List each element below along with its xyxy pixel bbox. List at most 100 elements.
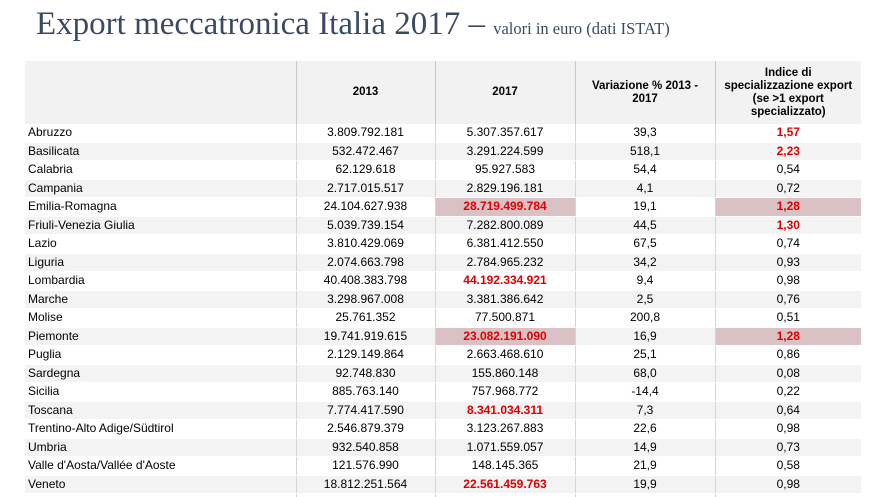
cell-2013: 24.104.627.938 (296, 197, 436, 217)
cell-index: 0,98 (715, 271, 861, 291)
cell-2017: 95.927.583 (435, 160, 576, 180)
cell-2017: 2.784.965.232 (435, 253, 576, 272)
cell-2013: 2.129.149.864 (296, 345, 436, 365)
cell-2013: 5.039.739.154 (296, 216, 436, 235)
cell-region: Marche (25, 290, 297, 309)
cell-2013: 2.074.663.798 (296, 253, 436, 272)
slide-title-main: Export meccatronica Italia 2017 – (36, 6, 494, 42)
cell-2017: 5.307.357.617 (435, 124, 576, 143)
cell-index: 0,72 (715, 179, 861, 198)
table-header-row: 2013 2017 Variazione % 2013 - 2017 Indic… (25, 61, 861, 124)
cell-index: 1,57 (715, 124, 861, 143)
cell-variation: 4,1 (575, 179, 716, 198)
cell-index: 0,22 (715, 382, 861, 402)
cell-2017: 3.381.386.642 (435, 290, 576, 309)
cell-index: 0,54 (715, 160, 861, 180)
cell-2017: 2.829.196.181 (435, 179, 576, 198)
cell-2013: 3.298.967.008 (296, 290, 436, 309)
cell-2017: 44.192.334.921 (435, 271, 576, 291)
cell-region: Lazio (25, 234, 297, 254)
cell-2017: 757.968.772 (435, 382, 576, 402)
cell-region: Puglia (25, 345, 297, 365)
cell-index: 0,86 (715, 345, 861, 365)
cell-variation: 200,8 (575, 308, 716, 328)
cell-region: ITALIA (25, 493, 297, 497)
cell-index: 0,93 (715, 253, 861, 272)
cell-region: Campania (25, 179, 297, 198)
table-row: Abruzzo 3.809.792.181 5.307.357.617 39,3 1,5… (25, 124, 861, 143)
cell-variation: 518,1 (575, 142, 716, 161)
cell-2017: 148.145.365 (435, 456, 576, 476)
cell-variation: 14,9 (575, 438, 716, 457)
cell-2013: 3.810.429.069 (296, 234, 436, 254)
cell-variation: -14,4 (575, 382, 716, 402)
cell-2013: 3.809.792.181 (296, 124, 436, 143)
cell-2017: 77.500.871 (435, 308, 576, 328)
export-table: 2013 2017 Variazione % 2013 - 2017 Indic… (25, 61, 861, 497)
cell-2013: 138.921.229.730 (296, 493, 436, 497)
cell-index: 0,73 (715, 438, 861, 457)
table-row: ITALIA138.921.229.730166.248.561.06819,7… (25, 493, 861, 497)
cell-region: Trentino-Alto Adige/Südtirol (25, 419, 297, 439)
cell-2013: 2.717.015.517 (296, 179, 436, 198)
cell-2017: 2.663.468.610 (435, 345, 576, 365)
cell-region: Calabria (25, 160, 297, 180)
cell-index: 0,76 (715, 290, 861, 309)
cell-2013: 40.408.383.798 (296, 271, 436, 291)
cell-2017: 166.248.561.068 (435, 493, 576, 497)
export-table-container: 2013 2017 Variazione % 2013 - 2017 Indic… (25, 61, 861, 497)
cell-variation: 16,9 (575, 327, 716, 346)
cell-region: Abruzzo (25, 124, 297, 143)
cell-index: 1,30 (715, 216, 861, 235)
slide-title-subtitle: valori in euro (dati ISTAT) (493, 19, 670, 38)
header-variation: Variazione % 2013 - 2017 (575, 61, 716, 124)
cell-index: 0,51 (715, 308, 861, 328)
cell-region: Veneto (25, 475, 297, 494)
table-row: Marche 3.298.967.008 3.381.386.642 2,5 0,76 (25, 290, 861, 309)
cell-2013: 18.812.251.564 (296, 475, 436, 494)
cell-variation: 7,3 (575, 401, 716, 420)
cell-index: 1,28 (715, 327, 861, 346)
cell-2013: 932.540.858 (296, 438, 436, 457)
table-row: Sicilia 885.763.140 757.968.772 -14,4 0,22 (25, 382, 861, 402)
cell-region: Molise (25, 308, 297, 328)
cell-index: 2,23 (715, 142, 861, 161)
cell-variation: 19,1 (575, 197, 716, 217)
cell-index: 0,98 (715, 419, 861, 439)
cell-region: Emilia-Romagna (25, 197, 297, 217)
cell-region: Umbria (25, 438, 297, 457)
cell-variation: 25,1 (575, 345, 716, 365)
cell-variation: 19,7 (575, 493, 716, 497)
cell-region: Basilicata (25, 142, 297, 161)
cell-variation: 39,3 (575, 124, 716, 143)
cell-2013: 2.546.879.379 (296, 419, 436, 439)
cell-2017: 3.291.224.599 (435, 142, 576, 161)
table-row: Campania 2.717.015.517 2.829.196.181 4,1 0,7… (25, 179, 861, 198)
cell-variation: 2,5 (575, 290, 716, 309)
cell-2017: 1.071.559.057 (435, 438, 576, 457)
cell-index: 1,00 (715, 493, 861, 497)
cell-region: Valle d'Aosta/Vallée d'Aoste (25, 456, 297, 476)
cell-index: 0,58 (715, 456, 861, 476)
cell-2017: 22.561.459.763 (435, 475, 576, 494)
table-row: Puglia 2.129.149.864 2.663.468.610 25,1 0,86 (25, 345, 861, 365)
slide-title: Export meccatronica Italia 2017 – valori… (36, 6, 886, 43)
cell-2013: 121.576.990 (296, 456, 436, 476)
cell-variation: 19,9 (575, 475, 716, 494)
cell-variation: 21,9 (575, 456, 716, 476)
table-row: Veneto 18.812.251.564 22.561.459.763 19,9 0,… (25, 475, 861, 494)
cell-region: Piemonte (25, 327, 297, 346)
cell-region: Toscana (25, 401, 297, 420)
table-row: Friuli-Venezia Giulia 5.039.739.154 7.282.… (25, 216, 861, 235)
cell-2017: 23.082.191.090 (435, 327, 576, 346)
cell-2017: 28.719.499.784 (435, 197, 576, 217)
cell-2013: 532.472.467 (296, 142, 436, 161)
cell-variation: 34,2 (575, 253, 716, 272)
cell-region: Sicilia (25, 382, 297, 402)
table-row: Sardegna 92.748.830 155.860.148 68,0 0,08 (25, 364, 861, 383)
table-row: Piemonte 19.741.919.615 23.082.191.090 16,9… (25, 327, 861, 346)
cell-variation: 22,6 (575, 419, 716, 439)
cell-2017: 3.123.267.883 (435, 419, 576, 439)
table-row: Toscana 7.774.417.590 8.341.034.311 7,3 0,64 (25, 401, 861, 420)
cell-index: 1,28 (715, 197, 861, 217)
